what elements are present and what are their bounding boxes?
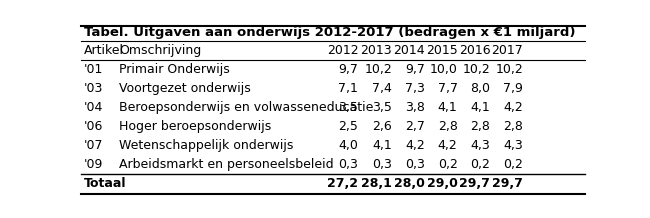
- Text: 29,7: 29,7: [492, 177, 523, 190]
- Text: 9,7: 9,7: [339, 63, 358, 76]
- Text: 7,3: 7,3: [405, 82, 425, 95]
- Text: 2017: 2017: [491, 44, 523, 56]
- Text: 0,2: 0,2: [437, 158, 458, 171]
- Text: 0,2: 0,2: [471, 158, 490, 171]
- Text: 2,8: 2,8: [471, 120, 490, 133]
- Text: 3,8: 3,8: [405, 101, 425, 114]
- Text: 29,0: 29,0: [426, 177, 458, 190]
- Text: Primair Onderwijs: Primair Onderwijs: [119, 63, 230, 76]
- Text: 2013: 2013: [361, 44, 392, 56]
- Text: 2012: 2012: [327, 44, 358, 56]
- Text: 27,2: 27,2: [328, 177, 358, 190]
- Text: 4,1: 4,1: [438, 101, 458, 114]
- Text: 2,6: 2,6: [372, 120, 392, 133]
- Text: '06: '06: [84, 120, 103, 133]
- Text: 4,1: 4,1: [471, 101, 490, 114]
- Text: '01: '01: [84, 63, 103, 76]
- Text: '04: '04: [84, 101, 103, 114]
- Text: 2,8: 2,8: [437, 120, 458, 133]
- Text: 2015: 2015: [426, 44, 458, 56]
- Text: 4,2: 4,2: [503, 101, 523, 114]
- Text: 0,2: 0,2: [503, 158, 523, 171]
- Text: 10,0: 10,0: [430, 63, 458, 76]
- Text: 7,1: 7,1: [339, 82, 358, 95]
- Text: Beroepsonderwijs en volwasseneducatie: Beroepsonderwijs en volwasseneducatie: [119, 101, 373, 114]
- Text: Hoger beroepsonderwijs: Hoger beroepsonderwijs: [119, 120, 271, 133]
- Text: Artikel: Artikel: [84, 44, 124, 56]
- Text: 3,5: 3,5: [339, 101, 358, 114]
- Text: 7,9: 7,9: [503, 82, 523, 95]
- Text: 2016: 2016: [459, 44, 490, 56]
- Text: 10,2: 10,2: [495, 63, 523, 76]
- Text: 4,2: 4,2: [405, 139, 425, 152]
- Text: 29,7: 29,7: [460, 177, 490, 190]
- Text: 0,3: 0,3: [405, 158, 425, 171]
- Text: 4,2: 4,2: [438, 139, 458, 152]
- Text: 4,0: 4,0: [339, 139, 358, 152]
- Text: 7,4: 7,4: [372, 82, 392, 95]
- Text: 10,2: 10,2: [364, 63, 392, 76]
- Text: 4,1: 4,1: [372, 139, 392, 152]
- Text: 28,0: 28,0: [394, 177, 425, 190]
- Text: 0,3: 0,3: [372, 158, 392, 171]
- Text: 7,7: 7,7: [437, 82, 458, 95]
- Text: 10,2: 10,2: [463, 63, 490, 76]
- Text: 2,8: 2,8: [503, 120, 523, 133]
- Text: Omschrijving: Omschrijving: [119, 44, 202, 56]
- Text: 28,1: 28,1: [361, 177, 392, 190]
- Text: 3,5: 3,5: [372, 101, 392, 114]
- Text: Totaal: Totaal: [84, 177, 126, 190]
- Text: 4,3: 4,3: [471, 139, 490, 152]
- Text: '07: '07: [84, 139, 103, 152]
- Text: '09: '09: [84, 158, 103, 171]
- Text: Voortgezet onderwijs: Voortgezet onderwijs: [119, 82, 251, 95]
- Text: 2014: 2014: [393, 44, 425, 56]
- Text: Wetenschappelijk onderwijs: Wetenschappelijk onderwijs: [119, 139, 293, 152]
- Text: 2,5: 2,5: [339, 120, 358, 133]
- Text: 4,3: 4,3: [503, 139, 523, 152]
- Text: 2,7: 2,7: [405, 120, 425, 133]
- Text: 0,3: 0,3: [339, 158, 358, 171]
- Text: Arbeidsmarkt en personeelsbeleid: Arbeidsmarkt en personeelsbeleid: [119, 158, 333, 171]
- Text: 8,0: 8,0: [471, 82, 490, 95]
- Text: '03: '03: [84, 82, 103, 95]
- Text: Tabel. Uitgaven aan onderwijs 2012-2017 (bedragen x €1 miljard): Tabel. Uitgaven aan onderwijs 2012-2017 …: [84, 26, 575, 39]
- Text: 9,7: 9,7: [405, 63, 425, 76]
